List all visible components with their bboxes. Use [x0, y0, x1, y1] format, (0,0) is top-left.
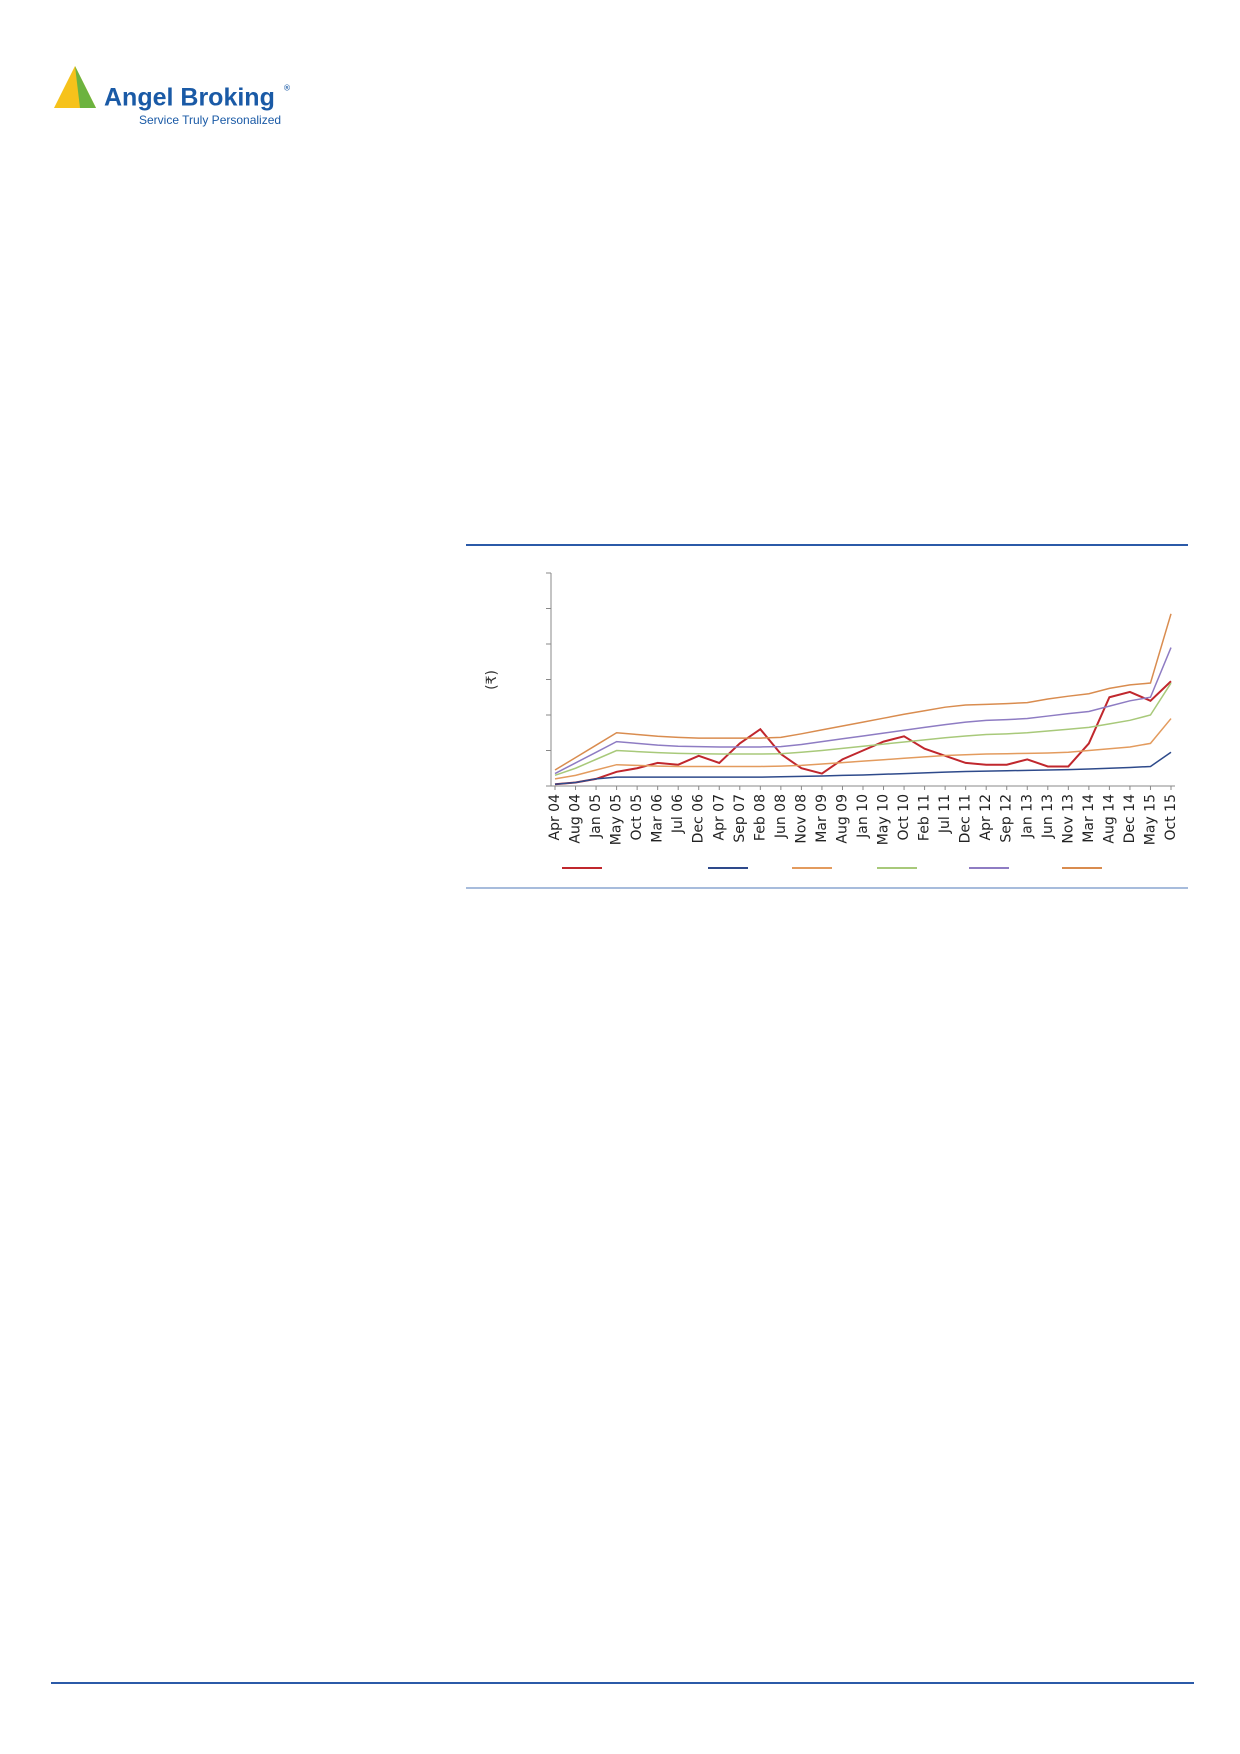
- x-tick-label: Jul 06: [670, 794, 686, 834]
- x-tick-label: Dec 06: [691, 794, 707, 843]
- x-tick-label: Oct 05: [629, 794, 645, 840]
- x-tick-label: Jan 13: [1019, 794, 1035, 839]
- series-line: [554, 680, 1172, 786]
- x-tick-label: Jan 10: [855, 794, 871, 839]
- x-tick-label: Mar 06: [650, 794, 666, 843]
- series-line: [554, 718, 1172, 780]
- x-tick-label: Apr 04: [547, 794, 563, 841]
- x-tick-label: Mar 09: [814, 794, 830, 843]
- series-line: [554, 751, 1172, 785]
- x-tick-label: Apr 12: [978, 794, 994, 840]
- x-tick-label: Feb 08: [752, 794, 768, 841]
- logo: Angel Broking ® Service Truly Personaliz…: [54, 66, 291, 127]
- x-tick-label: Feb 11: [917, 794, 933, 841]
- x-tick-label: Jul 11: [937, 794, 953, 834]
- x-tick-label: May 15: [1142, 794, 1158, 845]
- x-tick-label: Jun 13: [1040, 794, 1056, 839]
- x-tick-label: Aug 14: [1101, 794, 1117, 844]
- logo-accent: [75, 66, 96, 108]
- x-tick-label: Dec 14: [1122, 794, 1138, 843]
- x-tick-label: Oct 10: [896, 794, 912, 840]
- y-axis-label: (₹): [484, 670, 500, 690]
- x-tick-label: Aug 04: [568, 794, 584, 844]
- x-tick-label: Jun 08: [773, 794, 789, 839]
- series-line: [554, 647, 1172, 775]
- x-tick-label: Oct 15: [1163, 794, 1179, 840]
- series-line: [554, 613, 1172, 771]
- x-tick-label: Nov 13: [1060, 794, 1076, 844]
- x-tick-label: Jan 05: [588, 794, 604, 839]
- brand: Angel Broking: [104, 84, 275, 112]
- registered-mark: ®: [283, 84, 291, 93]
- x-tick-label: Mar 14: [1081, 794, 1097, 843]
- x-tick-label: Sep 07: [732, 794, 748, 843]
- x-tick-label: Nov 08: [793, 794, 809, 844]
- tagline: Service Truly Personalized: [139, 113, 281, 127]
- x-tick-label: May 10: [876, 794, 892, 845]
- plot: Apr 04 Aug 04 Jan 05 May 05 Oct 05 Mar 06 Jul …: [546, 572, 1179, 869]
- series-line: [554, 682, 1172, 777]
- x-tick-label: Sep 12: [999, 794, 1015, 843]
- x-tick-label: May 05: [609, 794, 625, 845]
- x-tick-label: Aug 09: [834, 794, 850, 844]
- x-tick-label: Dec 11: [958, 794, 974, 843]
- x-tick-label: Apr 07: [711, 794, 727, 840]
